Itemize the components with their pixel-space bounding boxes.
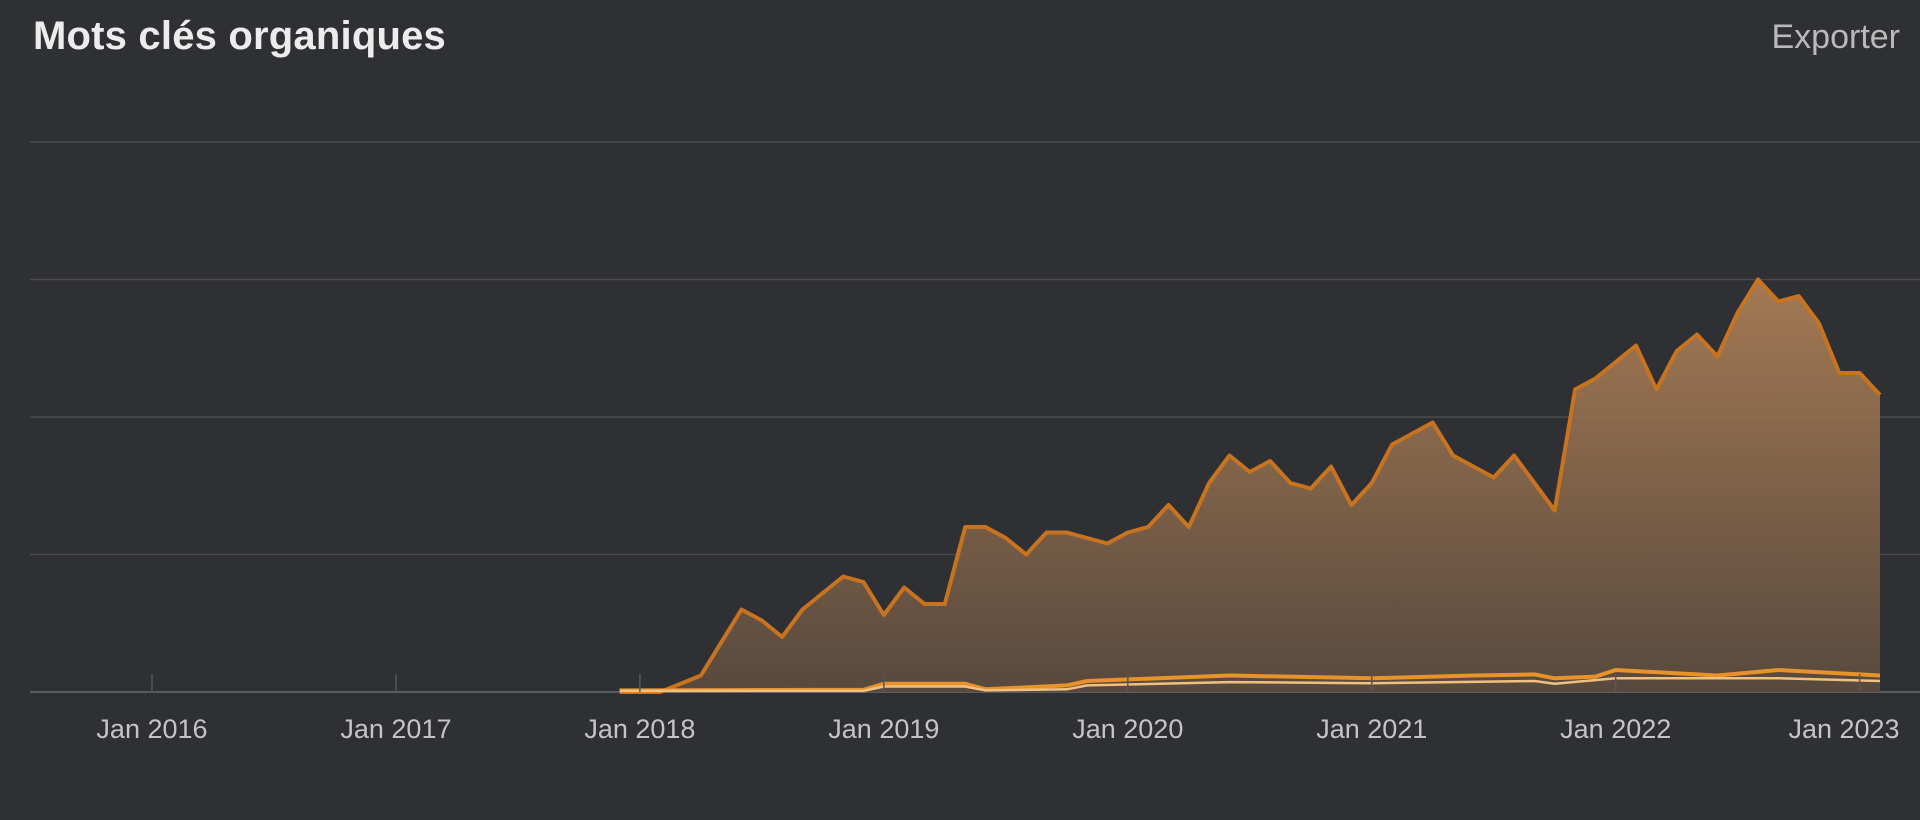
series-line-main [619,277,1882,694]
series-area-main [619,279,1880,692]
x-tick-label: Jan 2016 [96,714,207,744]
x-tick-label: Jan 2020 [1072,714,1183,744]
series-layer [619,277,1882,694]
x-tick-label: Jan 2019 [828,714,939,744]
x-tick-label: Jan 2018 [584,714,695,744]
series-line-3 [619,677,1881,693]
x-tick-label: Jan 2021 [1316,714,1427,744]
x-tick-label: Jan 2023 [1788,714,1899,744]
x-tick-label: Jan 2017 [340,714,451,744]
chart-title: Mots clés organiques [33,14,446,58]
x-tick-label: Jan 2022 [1560,714,1671,744]
export-button[interactable]: Exporter [1771,18,1901,56]
x-axis: Jan 2016 Jan 2017 Jan 2018 Jan 2019 Jan 2020… [96,674,1900,744]
